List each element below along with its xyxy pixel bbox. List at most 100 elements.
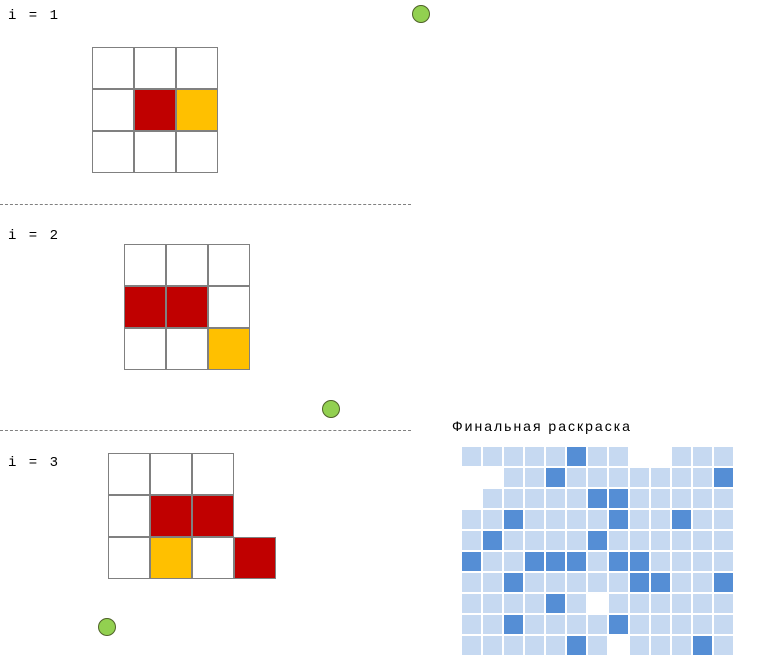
big-grid-cell	[545, 635, 566, 656]
big-grid-cell	[566, 614, 587, 635]
big-grid-cell	[671, 446, 692, 467]
big-grid-cell	[650, 488, 671, 509]
small-grid-3-cell	[192, 537, 234, 579]
small-grid-1-cell	[176, 47, 218, 89]
big-grid-cell	[671, 635, 692, 656]
big-grid-cell	[503, 467, 524, 488]
big-grid-cell	[713, 467, 734, 488]
big-grid-title: Финальная раскраска	[452, 418, 632, 434]
big-grid-cell	[524, 488, 545, 509]
big-grid-cell	[587, 551, 608, 572]
big-grid-cell	[503, 446, 524, 467]
small-grid-3-cell	[192, 453, 234, 495]
separator-1	[0, 204, 411, 205]
separator-2	[0, 430, 411, 431]
big-grid-cell	[587, 635, 608, 656]
big-grid-cell	[608, 551, 629, 572]
big-grid-cell	[671, 467, 692, 488]
big-grid-cell	[671, 572, 692, 593]
big-grid-cell	[629, 551, 650, 572]
big-grid-cell	[608, 572, 629, 593]
big-grid-cell	[461, 593, 482, 614]
big-grid-cell	[503, 551, 524, 572]
small-grid-2-cell	[124, 286, 166, 328]
big-grid-cell	[713, 551, 734, 572]
big-grid-cell	[545, 593, 566, 614]
big-grid-cell	[461, 467, 482, 488]
big-grid-cell	[587, 572, 608, 593]
big-grid-cell	[524, 551, 545, 572]
big-grid-cell	[461, 614, 482, 635]
small-grid-1-cell	[92, 47, 134, 89]
big-grid-cell	[608, 614, 629, 635]
small-grid-2-cell	[124, 244, 166, 286]
small-grid-1-cell	[92, 89, 134, 131]
big-grid-cell	[524, 467, 545, 488]
big-grid-cell	[461, 572, 482, 593]
big-grid-cell	[587, 530, 608, 551]
big-grid-cell	[482, 509, 503, 530]
small-grid-3-extra-cell	[234, 537, 276, 579]
big-grid-cell	[545, 572, 566, 593]
small-grid-2-cell	[124, 328, 166, 370]
big-grid-cell	[587, 614, 608, 635]
small-grid-1-cell	[176, 131, 218, 173]
big-grid-cell	[608, 467, 629, 488]
small-grid-1-cell	[134, 131, 176, 173]
big-grid-cell	[650, 509, 671, 530]
small-grid-1-cell	[134, 47, 176, 89]
big-grid-cell	[566, 467, 587, 488]
big-grid-cell	[587, 467, 608, 488]
big-grid-cell	[566, 635, 587, 656]
big-grid-cell	[650, 551, 671, 572]
big-grid-cell	[692, 509, 713, 530]
big-grid-cell	[692, 614, 713, 635]
big-grid-cell	[524, 572, 545, 593]
small-grid-3-cell	[108, 495, 150, 537]
big-grid-cell	[461, 635, 482, 656]
big-grid-cell	[608, 509, 629, 530]
big-grid-cell	[461, 488, 482, 509]
big-grid-cell	[482, 572, 503, 593]
small-grid-2-cell	[166, 286, 208, 328]
big-grid	[461, 446, 734, 656]
big-grid-cell	[566, 593, 587, 614]
small-grid-2-cell	[208, 328, 250, 370]
big-grid-cell	[524, 614, 545, 635]
big-grid-cell	[692, 635, 713, 656]
big-grid-cell	[692, 446, 713, 467]
big-grid-cell	[629, 467, 650, 488]
big-grid-cell	[650, 593, 671, 614]
big-grid-cell	[713, 509, 734, 530]
big-grid-cell	[629, 635, 650, 656]
small-grid-3-cell	[150, 495, 192, 537]
small-grid-3-cell	[150, 453, 192, 495]
big-grid-cell	[650, 530, 671, 551]
big-grid-cell	[524, 593, 545, 614]
small-grid-3-cell	[192, 495, 234, 537]
big-grid-cell	[713, 488, 734, 509]
big-grid-cell	[692, 551, 713, 572]
big-grid-cell	[608, 593, 629, 614]
big-grid-cell	[713, 614, 734, 635]
big-grid-cell	[545, 614, 566, 635]
big-grid-cell	[650, 467, 671, 488]
big-grid-cell	[461, 446, 482, 467]
big-grid-cell	[482, 488, 503, 509]
small-grid-2-cell	[166, 244, 208, 286]
big-grid-cell	[482, 467, 503, 488]
big-grid-cell	[692, 572, 713, 593]
small-grid-2-cell	[166, 328, 208, 370]
big-grid-cell	[524, 446, 545, 467]
big-grid-cell	[524, 509, 545, 530]
big-grid-cell	[503, 509, 524, 530]
big-grid-cell	[608, 446, 629, 467]
panel-label-2: i = 2	[8, 228, 60, 244]
big-grid-cell	[566, 446, 587, 467]
panel-label-1: i = 1	[8, 8, 60, 24]
panel-label-3: i = 3	[8, 455, 60, 471]
big-grid-cell	[629, 593, 650, 614]
big-grid-cell	[650, 614, 671, 635]
pointer-dot-1	[412, 5, 430, 23]
big-grid-cell	[503, 488, 524, 509]
